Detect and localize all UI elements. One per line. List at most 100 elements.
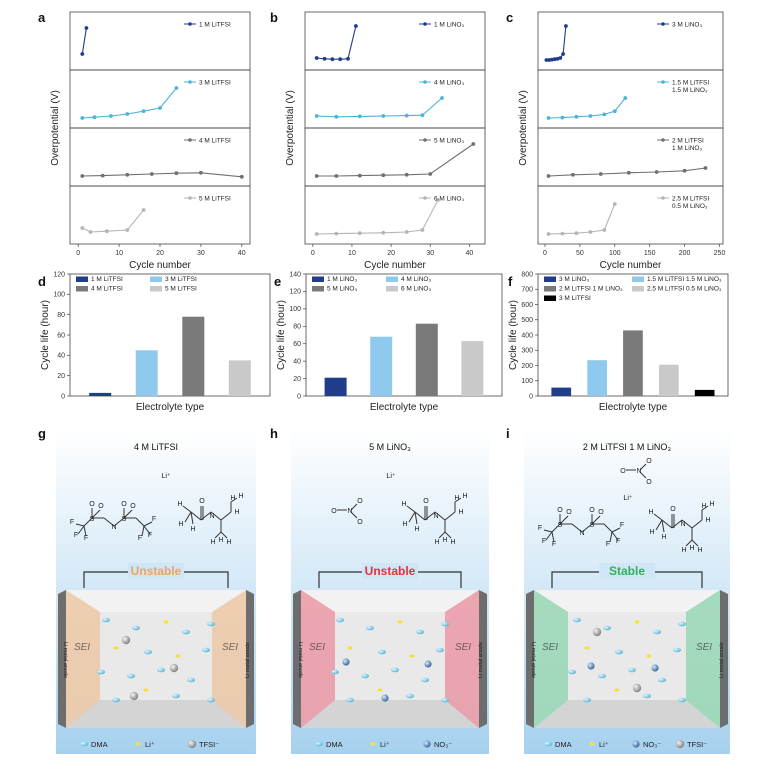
legend-swatch: [150, 276, 162, 282]
bond: [220, 531, 228, 539]
dma-particle: [97, 669, 105, 675]
atom-label: H: [210, 539, 215, 546]
y-tick-label: 100: [521, 378, 533, 385]
panel-letter-h: h: [270, 426, 278, 441]
atom-label: H: [648, 509, 653, 516]
dma-particle: [202, 647, 210, 653]
legend-swatch: [312, 286, 324, 292]
y-tick-label: 200: [521, 363, 533, 370]
legend-swatch: [386, 286, 398, 292]
panel-letter-e: e: [274, 274, 281, 289]
dma-particle: [603, 625, 611, 631]
data-point: [314, 174, 319, 178]
bond: [141, 525, 145, 537]
stability-status: Stable: [609, 564, 645, 578]
dma-particle: [172, 693, 180, 699]
y-tick-label: 800: [521, 271, 533, 278]
legend-label: 3 M LiTFSI: [165, 276, 197, 283]
dma-particle: [378, 649, 386, 655]
bond: [91, 509, 101, 519]
legend-label: 1 M LiTFSI: [91, 276, 123, 283]
x-tick-label: 100: [609, 250, 621, 257]
legend-label: 4 M LiTFSI: [199, 137, 231, 144]
data-point: [338, 57, 343, 62]
atom-label: F: [542, 538, 546, 545]
dma-particle: [658, 677, 666, 683]
legend-label: 6 M LiNO₃: [401, 286, 431, 293]
atom-label: O: [646, 479, 652, 486]
y-tick-label: 60: [57, 332, 65, 339]
atom-label: N: [209, 513, 214, 520]
panel-letter-b: b: [270, 10, 278, 25]
legend-label: 5 M LiNO₃: [434, 137, 464, 144]
x-axis-title: Electrolyte type: [370, 402, 439, 413]
data-point: [560, 231, 565, 236]
bar-f-0: [551, 387, 572, 396]
legend-swatch: [544, 286, 556, 292]
dma-particle: [112, 697, 120, 703]
legend-marker: [423, 196, 427, 200]
atom-label: O: [357, 519, 363, 526]
x-axis-title: Electrolyte type: [599, 402, 668, 413]
legend-label-line2: 1.5 M LiNO₃: [672, 87, 708, 94]
stability-status: Unstable: [365, 564, 416, 578]
data-point: [381, 114, 386, 118]
li-ion-particle: [113, 646, 119, 650]
data-point: [623, 96, 628, 100]
atom-label: O: [589, 507, 595, 514]
data-point: [314, 56, 319, 60]
legend-label: 3 M LiNO₃: [559, 276, 589, 283]
legend-label: 3 M LiTFSI: [199, 79, 231, 86]
y-tick-label: 40: [57, 353, 65, 360]
li-ion-particle: [589, 742, 595, 746]
data-point: [703, 166, 708, 170]
nitrate-molecule: O NOO: [331, 498, 363, 526]
series-line-c-1: [548, 97, 626, 119]
y-tick-label: 300: [521, 348, 533, 355]
atom-label: O: [331, 508, 337, 515]
status-backdrop: [599, 563, 655, 579]
data-point: [564, 24, 568, 28]
legend-swatch: [386, 276, 398, 282]
data-point: [80, 116, 85, 120]
top-face: [534, 590, 720, 612]
data-point: [420, 113, 425, 118]
data-point: [546, 232, 551, 236]
no3-particle: [423, 740, 431, 748]
no3-particle: [632, 740, 640, 748]
series-line-a-1: [82, 87, 177, 119]
data-point: [334, 114, 339, 119]
tfsi-particle: [187, 739, 197, 749]
dma-particle: [207, 697, 215, 703]
data-point: [560, 115, 565, 120]
dma-particle: [331, 669, 339, 675]
floor: [301, 700, 479, 728]
dma-particle: [80, 741, 88, 747]
bond: [581, 523, 593, 533]
legend-label: Li⁺: [599, 740, 609, 749]
y-tick-label: 100: [53, 292, 65, 299]
x-tick-label: 10: [348, 250, 356, 257]
status-backdrop: [128, 563, 184, 579]
y-axis-title: Cycle life (hour): [508, 300, 519, 370]
data-point: [440, 96, 444, 100]
atom-label: H: [414, 526, 419, 533]
atom-label: F: [606, 541, 610, 548]
legend-label: TFSI⁻: [687, 740, 707, 749]
right-electrode: [720, 590, 728, 728]
legend-label: 1 M LiNO₃: [327, 276, 357, 283]
bond: [214, 531, 222, 539]
no3-particle: [381, 694, 389, 702]
data-point: [420, 228, 425, 232]
atom-label: H: [218, 537, 223, 544]
y-tick-label: 80: [293, 324, 301, 331]
atom-label: S: [558, 522, 563, 529]
right-sei-label: SEI: [455, 642, 471, 653]
data-point: [357, 173, 362, 178]
atom-label: H: [697, 547, 702, 554]
dma-particle: [643, 693, 651, 699]
bond: [190, 511, 194, 525]
